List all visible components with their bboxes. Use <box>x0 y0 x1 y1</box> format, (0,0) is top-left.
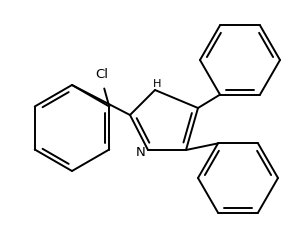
Text: Cl: Cl <box>96 67 109 81</box>
Text: H: H <box>153 79 161 89</box>
Text: N: N <box>136 146 146 158</box>
